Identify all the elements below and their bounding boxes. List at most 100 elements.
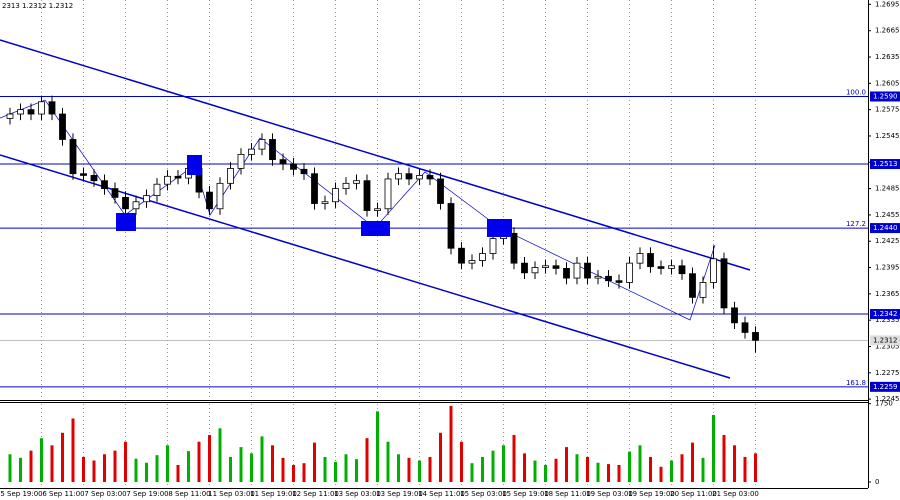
volume-bar xyxy=(239,447,243,482)
y-tick-label: 1.2275 xyxy=(875,369,900,377)
volume-bar xyxy=(628,451,631,482)
candle-body xyxy=(479,253,486,261)
volume-bar xyxy=(607,464,610,482)
candle-body xyxy=(668,265,675,269)
volume-bar xyxy=(124,441,127,482)
x-tick-label: 13 Sep 03:00 xyxy=(334,490,381,498)
volume-bar xyxy=(250,453,253,482)
marker xyxy=(116,213,136,231)
candle-body xyxy=(710,258,717,283)
y-tick-label: 1.2485 xyxy=(875,185,900,193)
x-tick-label: 19 Sep 19:00 xyxy=(628,490,675,498)
x-tick-label: 20 Sep 11:00 xyxy=(670,490,717,498)
candle-body xyxy=(689,273,696,298)
volume-tick-label: 0 xyxy=(875,478,879,486)
volume-bar xyxy=(40,438,43,482)
volume-bar xyxy=(208,435,211,482)
volume-bar xyxy=(176,465,180,482)
fib-label: 161.8 xyxy=(846,379,866,387)
volume-bar xyxy=(428,456,432,482)
candle-body xyxy=(489,238,497,254)
volume-bar xyxy=(617,465,621,482)
y-tick-label: 1.2395 xyxy=(875,264,900,272)
candle-body xyxy=(38,101,45,115)
x-tick-label: 14 Sep 11:00 xyxy=(418,490,465,498)
volume-bar xyxy=(323,456,327,482)
drawings xyxy=(0,39,751,379)
volume-bar xyxy=(754,453,757,482)
level-label-box xyxy=(870,381,900,392)
candle-body xyxy=(437,178,444,204)
candle-body xyxy=(521,262,528,274)
candle-body xyxy=(678,265,686,275)
level-label: 1.2590 xyxy=(873,92,898,100)
volume-bar xyxy=(596,462,600,482)
candle-body xyxy=(290,163,297,170)
volume-bar xyxy=(187,451,190,482)
candle-body xyxy=(101,180,108,189)
candle-body xyxy=(468,260,476,264)
volume-bar xyxy=(344,454,348,482)
volume-bar xyxy=(449,405,453,482)
y-tick-label: 1.2425 xyxy=(875,237,900,245)
candle-body xyxy=(300,168,308,175)
volume-bar xyxy=(376,411,379,482)
volume-bar xyxy=(71,418,75,482)
marker xyxy=(487,219,512,237)
candle-body xyxy=(227,168,234,184)
candle-body xyxy=(563,268,570,279)
current-price-label: 1.2312 xyxy=(873,336,898,344)
y-tick-label: 1.2245 xyxy=(875,395,900,403)
volume-bar xyxy=(155,455,159,482)
candle-body xyxy=(206,191,213,210)
volume-bar xyxy=(712,414,715,482)
volume-bar xyxy=(365,438,369,482)
candle-body xyxy=(248,148,255,155)
volume-bar xyxy=(659,466,663,482)
candle-body xyxy=(164,175,171,185)
candle-body xyxy=(122,196,129,210)
volume-bar xyxy=(460,441,463,482)
x-tick-label: 8 Sep 11:00 xyxy=(168,490,210,498)
level-label: 1.2513 xyxy=(873,160,898,168)
fib-label: 100.0 xyxy=(846,88,866,96)
x-tick-label: 15 Sep 03:00 xyxy=(460,490,507,498)
candle-body xyxy=(510,232,518,264)
level-label: 1.2342 xyxy=(873,310,898,318)
current-price-box xyxy=(870,335,900,346)
volume-bar xyxy=(533,460,537,482)
candle-body xyxy=(143,195,150,203)
volume-bar xyxy=(649,456,652,482)
candle-body xyxy=(216,182,224,210)
volume-tick-label: 1750 xyxy=(875,400,893,408)
level-label: 1.2259 xyxy=(873,383,898,391)
candle-body xyxy=(269,139,276,161)
candle-body xyxy=(699,282,707,298)
x-tick-label: 11 Sep 19:00 xyxy=(250,490,297,498)
volume-bar xyxy=(281,457,285,482)
candle-body xyxy=(90,175,98,182)
volume-bar xyxy=(523,453,526,482)
volume-bar xyxy=(92,460,96,482)
volume-bar xyxy=(8,454,12,482)
volume-bar xyxy=(638,445,642,482)
candle-body xyxy=(342,182,350,189)
channel-upper xyxy=(0,39,751,271)
y-tick-label: 1.2365 xyxy=(875,290,900,298)
candle-body xyxy=(311,173,318,204)
candle-body xyxy=(447,203,455,249)
volume-bar xyxy=(439,432,442,482)
volume-bar xyxy=(397,454,400,482)
y-tick-label: 1.2575 xyxy=(875,106,900,114)
volume-bar xyxy=(575,454,579,482)
candle-body xyxy=(384,178,392,210)
header-text: 2313 1.2312 1.2312 xyxy=(2,2,73,10)
candle-body xyxy=(405,173,413,180)
marker xyxy=(187,155,202,175)
candle-body xyxy=(720,258,728,309)
x-tick-label: 5 Sep 19:00 xyxy=(0,490,42,498)
y-tick-label: 1.2635 xyxy=(875,53,900,61)
volume-bar xyxy=(491,450,495,482)
